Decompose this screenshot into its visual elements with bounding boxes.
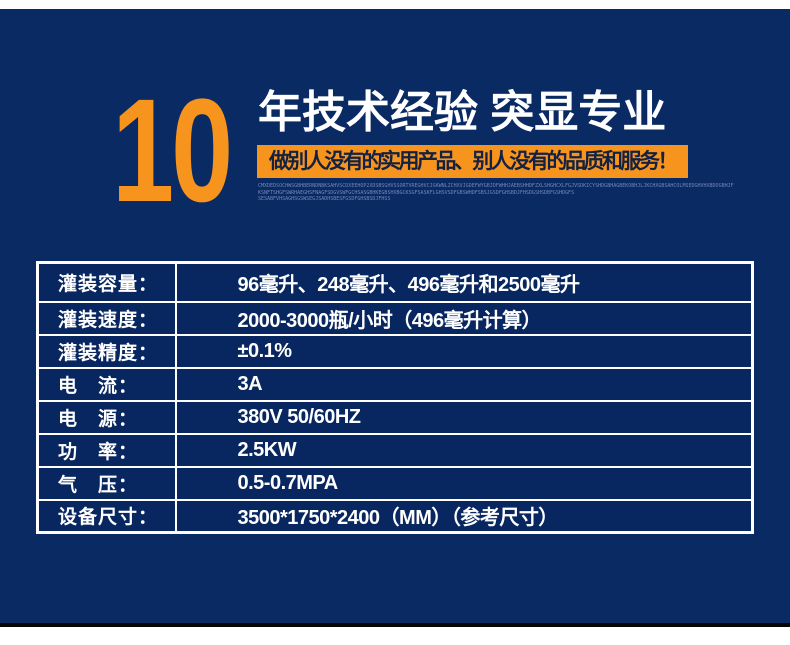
spec-value: 3500*1750*2400（MM）（参考尺寸）	[174, 498, 754, 534]
micro-text-line: CMXDEDSOCHWSGBHBERNDNBKSAHVSCDXEEHOP2XDS…	[258, 183, 734, 189]
spec-label: 灌装容量：	[36, 261, 177, 303]
spec-value: 96毫升、248毫升、496毫升和2500毫升	[174, 261, 754, 303]
spec-value: 380V 50/60HZ	[174, 399, 754, 435]
spec-value: ±0.1%	[174, 333, 754, 369]
table-row: 灌装容量： 96毫升、248毫升、496毫升和2500毫升	[36, 261, 754, 303]
spec-label: 功 率：	[36, 432, 177, 468]
table-row: 功 率： 2.5KW	[36, 432, 754, 468]
table-row: 设备尺寸： 3500*1750*2400（MM）（参考尺寸）	[36, 498, 754, 534]
spec-label: 设备尺寸：	[36, 498, 177, 534]
spec-label: 灌装精度：	[36, 333, 177, 369]
bottom-black-line	[0, 623, 790, 627]
spec-label: 电 源：	[36, 399, 177, 435]
spec-table-body: 灌装容量： 96毫升、248毫升、496毫升和2500毫升 灌装速度： 2000-30…	[36, 261, 754, 534]
spec-value: 0.5-0.7MPA	[174, 465, 754, 501]
slogan-banner: 做别人没有的实用产品、别人没有的品质和服务！	[257, 145, 688, 178]
spec-value: 2.5KW	[174, 432, 754, 468]
micro-text-block: CMXDEDSOCHWSGBHBERNDNBKSAHVSCDXEEHOP2XDS…	[258, 183, 734, 203]
main-panel: 10 年技术经验 突显专业 做别人没有的实用产品、别人没有的品质和服务！ CMX…	[0, 9, 790, 623]
years-number: 10	[112, 69, 233, 233]
spec-label: 灌装速度：	[36, 300, 177, 336]
spec-value: 2000-3000瓶/小时（496毫升计算）	[174, 300, 754, 336]
spec-table: 灌装容量： 96毫升、248毫升、496毫升和2500毫升 灌装速度： 2000-30…	[36, 261, 754, 534]
table-row: 灌装精度： ±0.1%	[36, 333, 754, 369]
spec-label: 气 压：	[36, 465, 177, 501]
bottom-white-strip	[0, 627, 790, 645]
micro-text-line: SESABFVHSAGHSGSWSEGJSADHSBESFGSDFGHSBSDJ…	[258, 196, 391, 202]
table-row: 灌装速度： 2000-3000瓶/小时（496毫升计算）	[36, 300, 754, 336]
table-row: 电 源： 380V 50/60HZ	[36, 399, 754, 435]
table-row: 电 流： 3A	[36, 366, 754, 402]
spec-label: 电 流：	[36, 366, 177, 402]
table-row: 气 压： 0.5-0.7MPA	[36, 465, 754, 501]
spec-value: 3A	[174, 366, 754, 402]
page-title: 年技术经验 突显专业	[258, 88, 667, 137]
micro-text-line: KSNFTSHGFSWRHAEGHSFNAGFSDGVSWFGCHSASGBHK…	[258, 189, 575, 196]
